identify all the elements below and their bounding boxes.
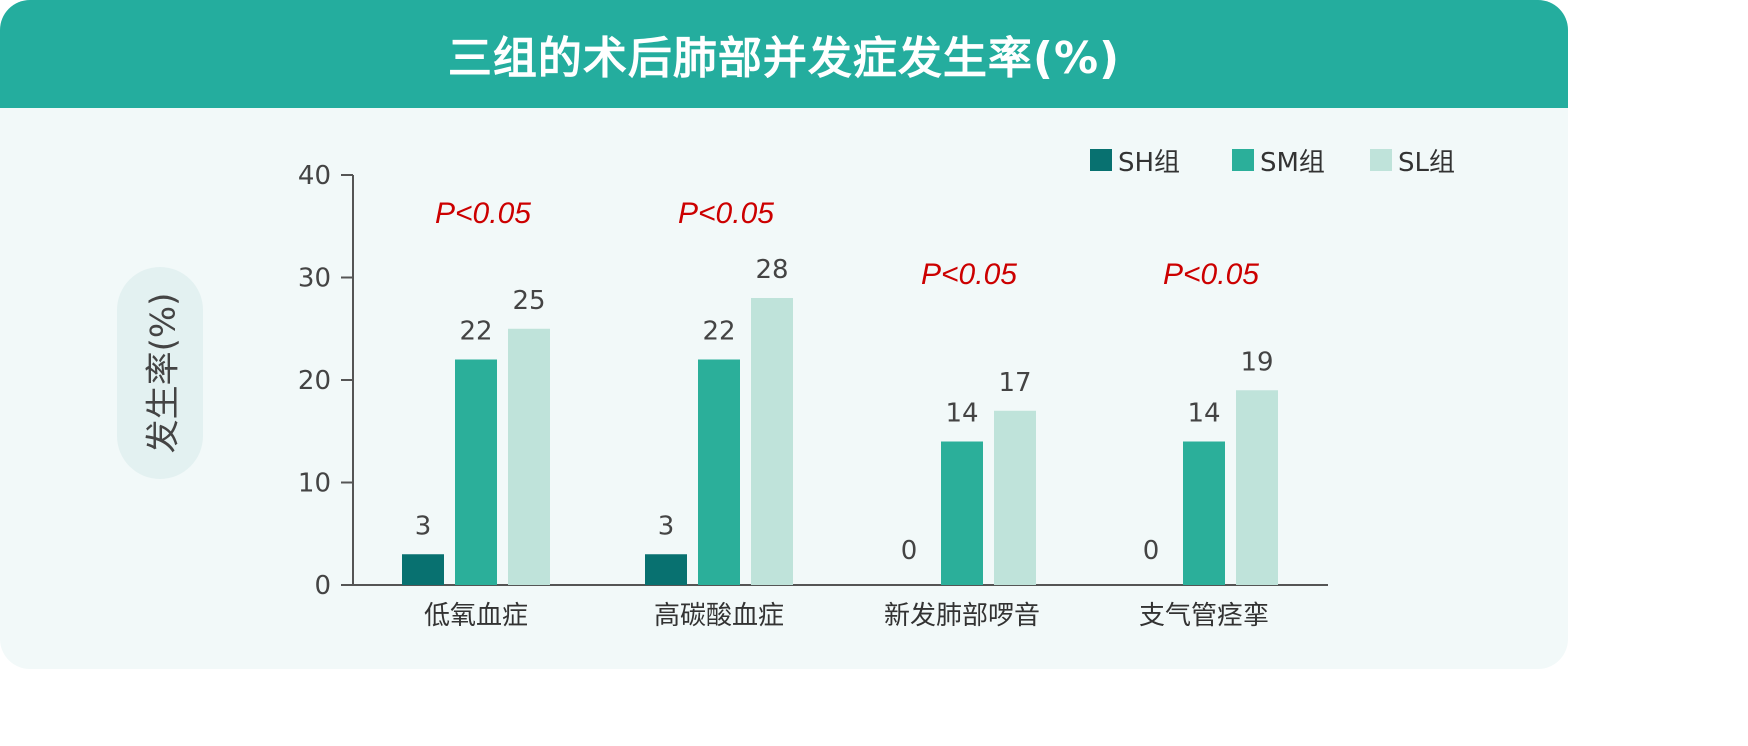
legend-swatch-sm <box>1232 149 1254 171</box>
bar-sm <box>455 359 497 585</box>
data-label-sl: 19 <box>1240 347 1273 377</box>
legend-item-sm: SM组 <box>1232 145 1325 178</box>
data-label-sh: 3 <box>658 511 675 541</box>
bar-sl <box>508 328 550 585</box>
header-bar: 三组的术后肺部并发症发生率(%) <box>0 0 1568 108</box>
legend-swatch-sl <box>1370 149 1392 171</box>
y-tick-label: 30 <box>298 264 331 294</box>
data-label-sh: 0 <box>1143 536 1160 566</box>
legend-label-sl: SL组 <box>1398 147 1455 178</box>
p-value-annotation: P<0.05 <box>1163 258 1259 291</box>
p-value-annotation: P<0.05 <box>678 197 774 230</box>
bar-sl <box>994 410 1036 585</box>
data-label-sm: 22 <box>702 317 735 347</box>
data-label-sm: 22 <box>459 317 492 347</box>
data-label-sm: 14 <box>1187 399 1220 429</box>
data-label-sl: 17 <box>998 368 1031 398</box>
legend-label-sm: SM组 <box>1260 147 1325 178</box>
x-category-label: 支气管痉挛 <box>1139 601 1269 631</box>
x-category-label: 新发肺部啰音 <box>884 601 1040 631</box>
bar-sm <box>698 359 740 585</box>
bar-sh <box>402 554 444 585</box>
bar-chart: 0 10 20 30 40 3 22 25 低氧血症 P<0.05 3 22 28 高碳酸血症 P<0.05… <box>298 161 1328 631</box>
bar-sm <box>1183 441 1225 585</box>
chart-card: 三组的术后肺部并发症发生率(%) 发生率(%) SH组 SM组 SL组 0 10 2… <box>0 0 1568 669</box>
data-label-sl: 28 <box>755 255 788 285</box>
p-value-annotation: P<0.05 <box>435 197 531 230</box>
bar-sm <box>941 441 983 585</box>
data-label-sl: 25 <box>512 286 545 316</box>
data-label-sh: 0 <box>901 536 918 566</box>
y-tick-label: 20 <box>298 366 331 396</box>
y-axis-label-background <box>117 267 203 479</box>
bar-sl <box>1236 390 1278 585</box>
data-label-sm: 14 <box>945 399 978 429</box>
data-label-sh: 3 <box>415 511 432 541</box>
legend-label-sh: SH组 <box>1118 147 1181 178</box>
chart-title: 三组的术后肺部并发症发生率(%) <box>447 33 1121 84</box>
x-category-label: 高碳酸血症 <box>654 601 784 631</box>
y-tick-label: 10 <box>298 469 331 499</box>
legend-item-sl: SL组 <box>1370 145 1455 178</box>
p-value-annotation: P<0.05 <box>921 258 1017 291</box>
legend-item-sh: SH组 <box>1090 145 1180 178</box>
bar-sl <box>751 298 793 585</box>
y-tick-label: 0 <box>314 571 331 601</box>
y-tick-label: 40 <box>298 161 331 191</box>
x-category-label: 低氧血症 <box>424 601 528 631</box>
legend-swatch-sh <box>1090 149 1112 171</box>
bar-sh <box>645 554 687 585</box>
